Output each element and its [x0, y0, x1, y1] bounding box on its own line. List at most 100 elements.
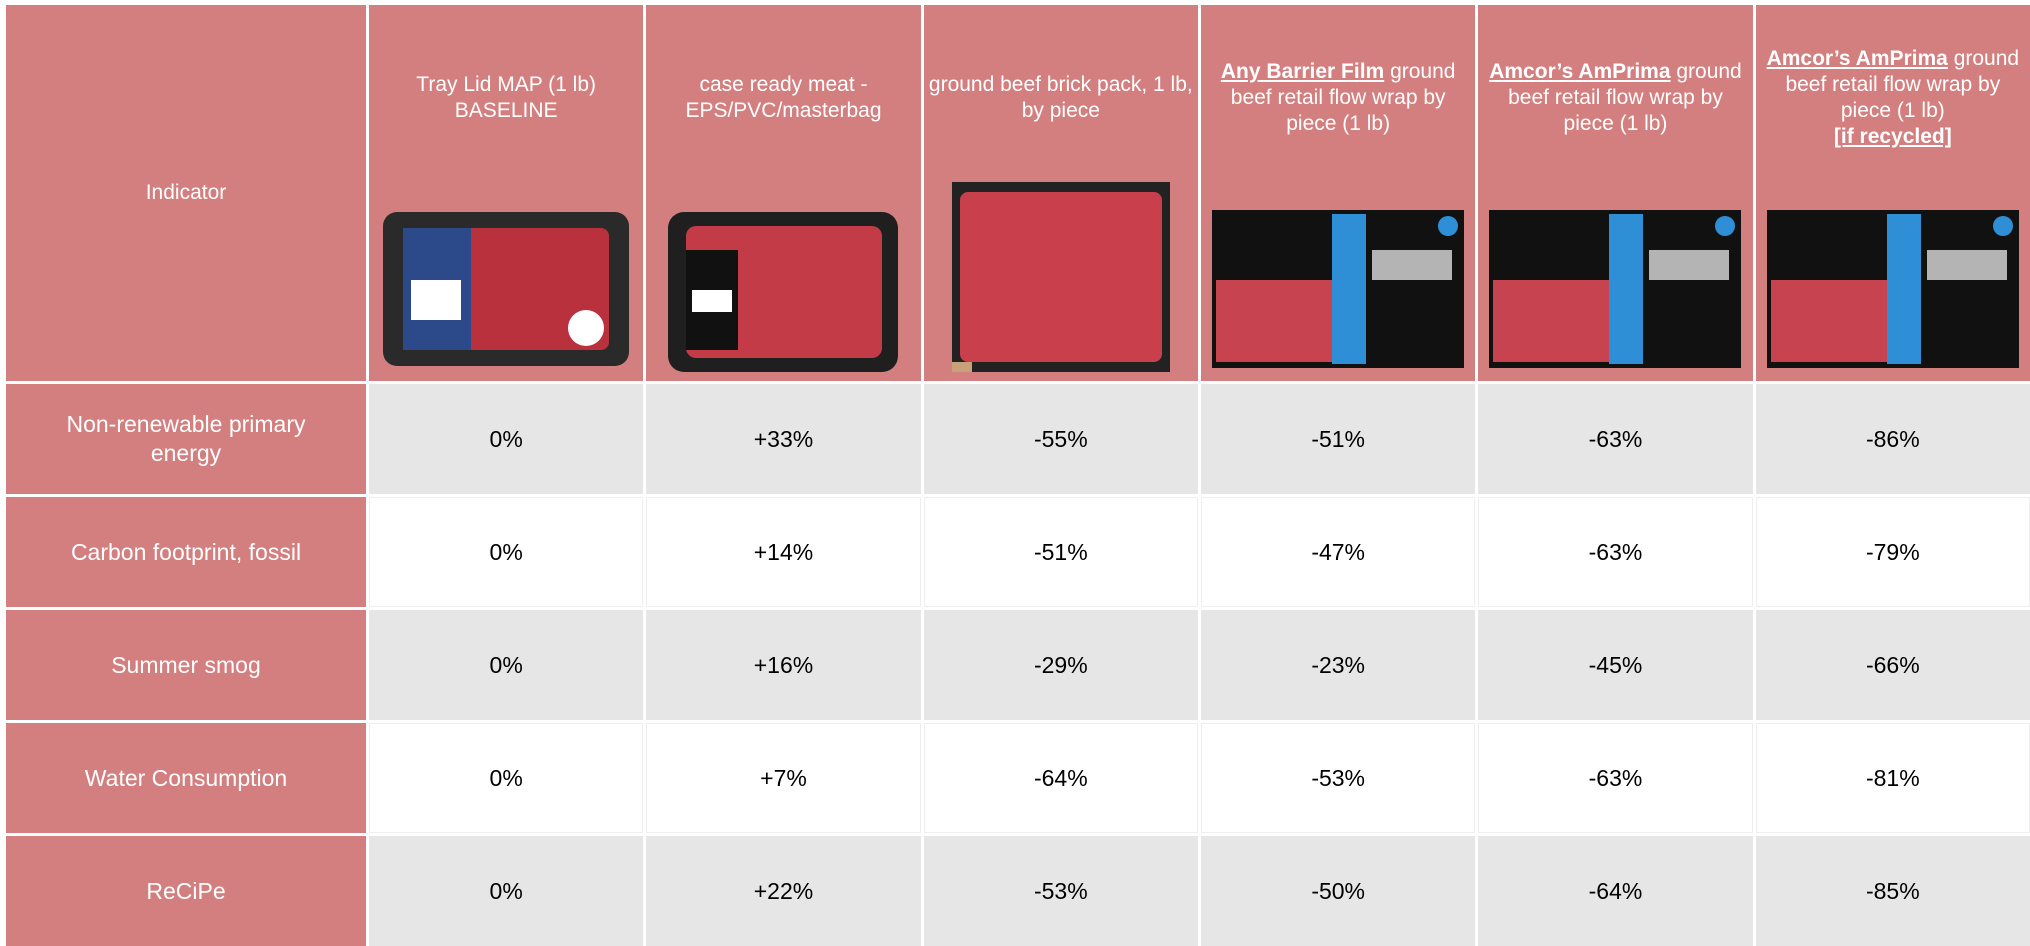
cell-value: 0% [490, 426, 523, 453]
data-cell: +22% [646, 836, 920, 946]
data-cell: -23% [1201, 610, 1475, 720]
row-header: Non-renewable primary energy [6, 384, 366, 494]
data-cell: -53% [1201, 723, 1475, 833]
cell-value: -85% [1866, 878, 1920, 905]
data-cell: -63% [1478, 497, 1752, 607]
data-cell: -63% [1478, 723, 1752, 833]
column-title: Amcor’s AmPrima ground beef retail flow … [1480, 59, 1750, 137]
column-title-brand: Amcor’s AmPrima [1489, 60, 1670, 83]
product-image [952, 182, 1170, 372]
column-title: Amcor’s AmPrima ground beef retail flow … [1758, 46, 2028, 124]
cell-value: -79% [1866, 539, 1920, 566]
column-title-text: case ready meat - EPS/PVC/masterbag [685, 73, 881, 122]
data-cell: -66% [1756, 610, 2030, 720]
cell-value: -63% [1589, 426, 1643, 453]
row-header: Water Consumption [6, 723, 366, 833]
column-title-brand: Any Barrier Film [1221, 60, 1384, 83]
column-title: case ready meat - EPS/PVC/masterbag [648, 72, 918, 124]
cell-value: -50% [1311, 878, 1365, 905]
column-title: ground beef brick pack, 1 lb, by piece [926, 72, 1196, 124]
product-image [666, 210, 900, 374]
cell-value: -47% [1311, 539, 1365, 566]
cell-value: -55% [1034, 426, 1088, 453]
column-header: Amcor’s AmPrima ground beef retail flow … [1756, 5, 2030, 381]
data-cell: -50% [1201, 836, 1475, 946]
column-title: Tray Lid MAP (1 lb) BASELINE [371, 72, 641, 124]
data-cell: -29% [924, 610, 1198, 720]
row-label: Non-renewable primary energy [46, 410, 326, 468]
cell-value: -86% [1866, 426, 1920, 453]
column-header-text: Amcor’s AmPrima ground beef retail flow … [1480, 5, 1750, 190]
column-title-brand: Amcor’s AmPrima [1767, 47, 1948, 70]
column-header-text: Any Barrier Film ground beef retail flow… [1203, 5, 1473, 190]
column-header-text: Amcor’s AmPrima ground beef retail flow … [1758, 5, 2028, 190]
data-cell: -86% [1756, 384, 2030, 494]
column-header: ground beef brick pack, 1 lb, by piece [924, 5, 1198, 381]
data-cell: 0% [369, 384, 643, 494]
data-cell: 0% [369, 497, 643, 607]
data-cell: +33% [646, 384, 920, 494]
cell-value: -23% [1311, 652, 1365, 679]
row-header: Carbon footprint, fossil [6, 497, 366, 607]
cell-value: 0% [490, 539, 523, 566]
column-title: Any Barrier Film ground beef retail flow… [1203, 59, 1473, 137]
row-label: Water Consumption [85, 764, 287, 793]
data-cell: +7% [646, 723, 920, 833]
data-cell: -51% [1201, 384, 1475, 494]
row-label: Summer smog [111, 651, 261, 680]
data-cell: +16% [646, 610, 920, 720]
column-header: Amcor’s AmPrima ground beef retail flow … [1478, 5, 1752, 381]
cell-value: +14% [754, 539, 813, 566]
cell-value: +22% [754, 878, 813, 905]
cell-value: +16% [754, 652, 813, 679]
data-cell: -63% [1478, 384, 1752, 494]
product-image [381, 210, 631, 368]
data-cell: -64% [1478, 836, 1752, 946]
data-cell: -64% [924, 723, 1198, 833]
data-cell: -55% [924, 384, 1198, 494]
data-cell: +14% [646, 497, 920, 607]
corner-header: Indicator [6, 5, 366, 381]
row-header: ReCiPe [6, 836, 366, 946]
cell-value: -45% [1589, 652, 1643, 679]
column-header-text: case ready meat - EPS/PVC/masterbag [648, 5, 918, 190]
data-cell: -81% [1756, 723, 2030, 833]
row-header: Summer smog [6, 610, 366, 720]
cell-value: 0% [490, 878, 523, 905]
row-label: Carbon footprint, fossil [71, 538, 301, 567]
data-cell: 0% [369, 723, 643, 833]
cell-value: 0% [490, 652, 523, 679]
data-cell: -47% [1201, 497, 1475, 607]
column-header-text: Tray Lid MAP (1 lb) BASELINE [371, 5, 641, 190]
data-cell: -51% [924, 497, 1198, 607]
product-image [1767, 210, 2019, 368]
cell-value: +33% [754, 426, 813, 453]
cell-value: -66% [1866, 652, 1920, 679]
data-cell: 0% [369, 836, 643, 946]
cell-value: -53% [1034, 878, 1088, 905]
data-cell: -45% [1478, 610, 1752, 720]
cell-value: -64% [1589, 878, 1643, 905]
product-image [1489, 210, 1741, 368]
data-cell: -85% [1756, 836, 2030, 946]
product-image [1212, 210, 1464, 368]
cell-value: -63% [1589, 765, 1643, 792]
column-header: Tray Lid MAP (1 lb) BASELINE [369, 5, 643, 381]
column-title-text: ground beef brick pack, 1 lb, by piece [929, 73, 1193, 122]
cell-value: -63% [1589, 539, 1643, 566]
cell-value: -51% [1034, 539, 1088, 566]
column-title-text: Tray Lid MAP (1 lb) BASELINE [416, 73, 596, 122]
column-note: [if recycled] [1758, 124, 2028, 150]
data-cell: 0% [369, 610, 643, 720]
column-header: case ready meat - EPS/PVC/masterbag [646, 5, 920, 381]
data-cell: -53% [924, 836, 1198, 946]
data-cell: -79% [1756, 497, 2030, 607]
column-header: Any Barrier Film ground beef retail flow… [1201, 5, 1475, 381]
cell-value: 0% [490, 765, 523, 792]
comparison-table: Indicator Tray Lid MAP (1 lb) BASELINE ca… [6, 5, 2030, 946]
cell-value: -51% [1311, 426, 1365, 453]
cell-value: +7% [760, 765, 807, 792]
row-label: ReCiPe [146, 877, 225, 906]
corner-label: Indicator [146, 180, 227, 206]
cell-value: -64% [1034, 765, 1088, 792]
